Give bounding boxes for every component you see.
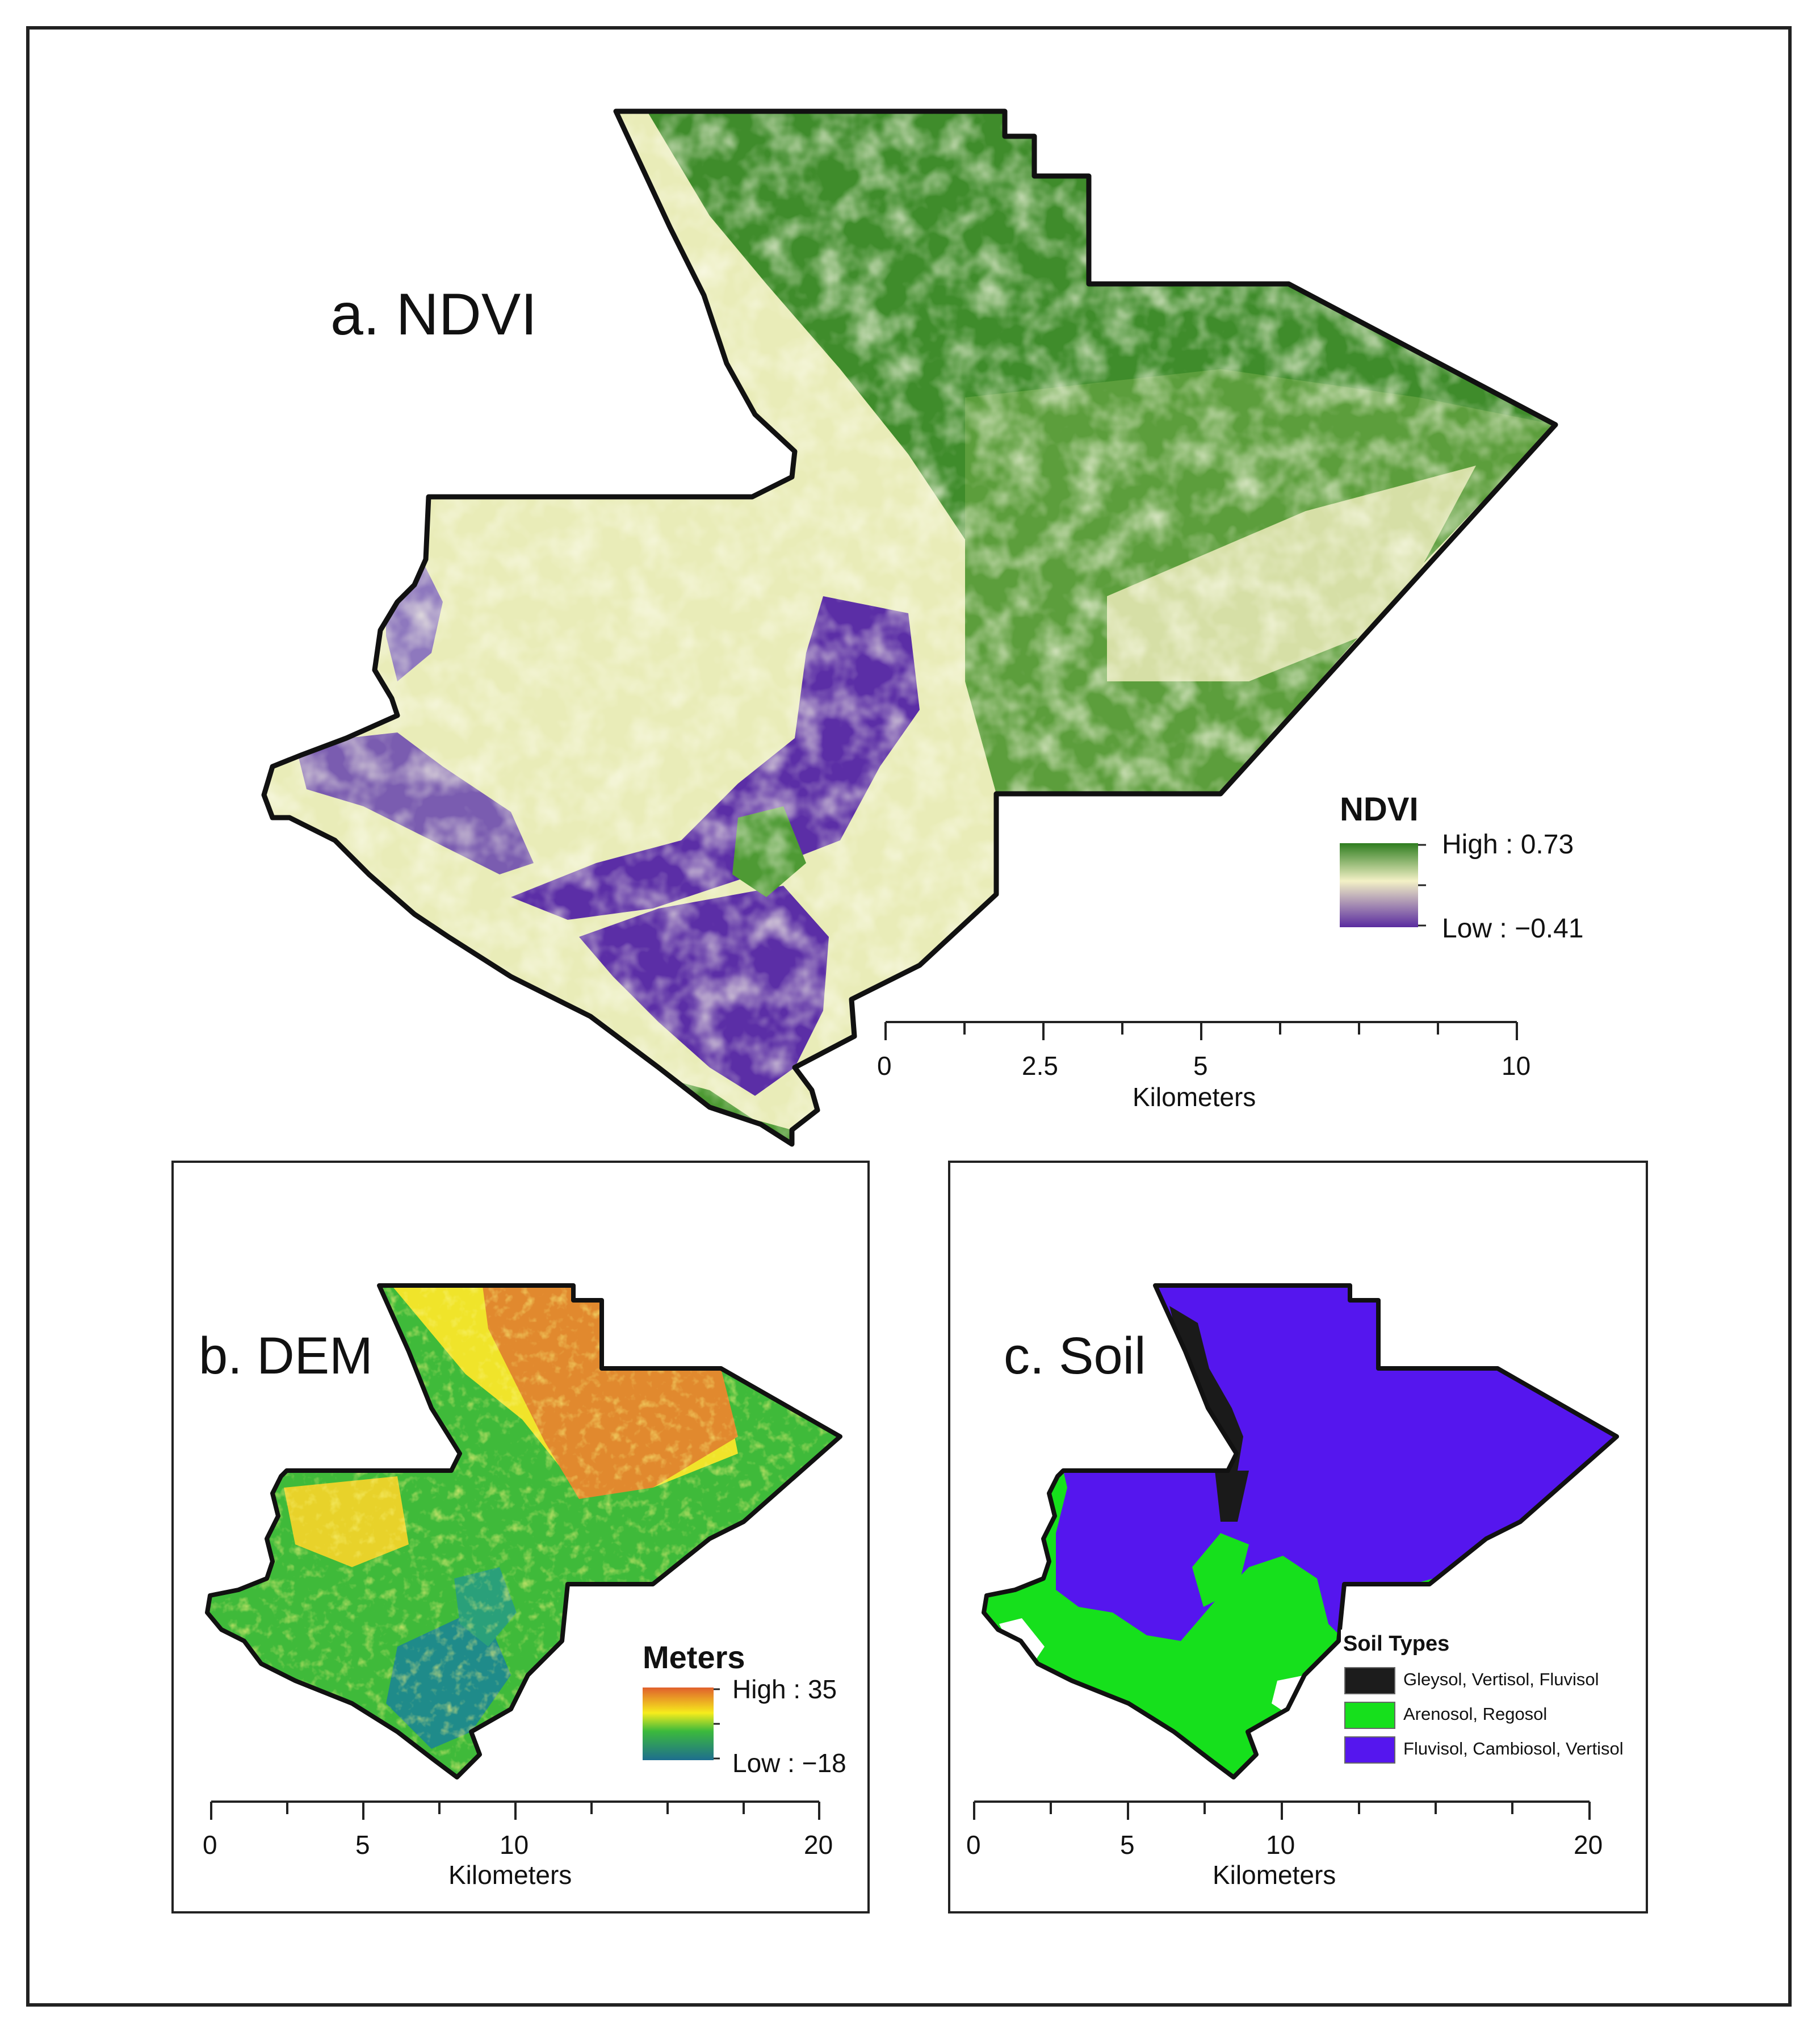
ndvi-panel-title: a. NDVI: [330, 282, 538, 347]
ndvi-scale-tick-0: 0: [877, 1051, 892, 1081]
dem-legend-high: High : 35: [732, 1674, 837, 1704]
soil-scale-bar: [973, 1800, 1591, 1820]
dem-panel-title: b. DEM: [199, 1327, 373, 1385]
soil-legend-title: Soil Types: [1343, 1632, 1450, 1656]
dem-scale-tick-20: 20: [804, 1830, 833, 1860]
soil-label-fluvisol: Fluvisol, Cambiosol, Vertisol: [1403, 1739, 1624, 1758]
soil-scale-tick-0: 0: [966, 1830, 981, 1860]
soil-legend: Soil Types Gleysol, Vertisol, Fluvisol A…: [1341, 1630, 1642, 1772]
soil-panel-title: c. Soil: [1004, 1327, 1146, 1385]
ndvi-scale-tick-10: 10: [1502, 1051, 1531, 1081]
soil-label-arenosol: Arenosol, Regosol: [1403, 1704, 1548, 1724]
dem-scale-bar: [210, 1800, 820, 1820]
dem-legend-low: Low : −18: [732, 1748, 846, 1778]
ndvi-scale-tick-2-5: 2.5: [1022, 1051, 1058, 1081]
dem-legend-ramp: [643, 1688, 714, 1760]
dem-scale-unit: Kilometers: [448, 1860, 572, 1890]
soil-swatch-arenosol: [1344, 1702, 1395, 1729]
soil-label-gleysol: Gleysol, Vertisol, Fluvisol: [1403, 1669, 1599, 1689]
soil-scale-tick-10: 10: [1266, 1830, 1295, 1860]
dem-scale-tick-0: 0: [203, 1830, 217, 1860]
ndvi-scale-tick-5: 5: [1193, 1051, 1208, 1081]
dem-scale-tick-5: 5: [355, 1830, 370, 1860]
ndvi-legend-ramp: [1340, 843, 1418, 927]
dem-legend-title: Meters: [643, 1639, 745, 1675]
ndvi-legend-high: High : 0.73: [1442, 830, 1574, 860]
soil-swatch-fluvisol: [1344, 1736, 1395, 1764]
figure-frame: [26, 26, 1792, 2007]
soil-scale-tick-5: 5: [1120, 1830, 1135, 1860]
ndvi-scale-unit: Kilometers: [1133, 1082, 1256, 1112]
ndvi-scale-bar: [884, 1021, 1518, 1040]
ndvi-legend-title: NDVI: [1340, 791, 1419, 828]
soil-scale-unit: Kilometers: [1213, 1860, 1336, 1890]
ndvi-legend-low: Low : −0.41: [1442, 914, 1584, 944]
dem-scale-tick-10: 10: [500, 1830, 529, 1860]
soil-scale-tick-20: 20: [1574, 1830, 1603, 1860]
soil-swatch-gleysol: [1344, 1667, 1395, 1694]
